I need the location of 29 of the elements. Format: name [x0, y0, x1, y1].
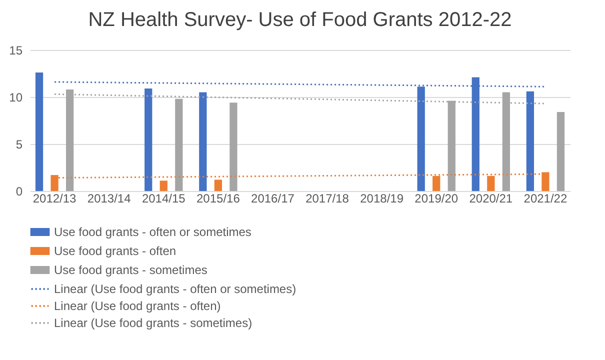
- legend-label: Use food grants - sometimes: [54, 263, 208, 277]
- bar: [160, 180, 168, 191]
- x-tick-label: 2015/16: [196, 192, 240, 206]
- y-tick-label: 5: [16, 138, 23, 152]
- chart-title: NZ Health Survey- Use of Food Grants 2012-22: [88, 9, 512, 31]
- x-tick-label: 2018/19: [360, 192, 404, 206]
- x-tick-label: 2013/14: [87, 192, 132, 206]
- legend-label: Linear (Use food grants - often): [54, 299, 221, 313]
- x-tick-label: 2014/15: [142, 192, 186, 206]
- y-tick-label: 10: [9, 90, 23, 104]
- x-tick-label: 2019/20: [414, 192, 458, 206]
- x-tick-label: 2017/18: [306, 192, 350, 206]
- legend-label: Use food grants - often: [54, 244, 176, 258]
- legend-label: Linear (Use food grants - sometimes): [54, 316, 252, 330]
- bar: [214, 180, 222, 191]
- x-tick-label: 2012/13: [32, 192, 77, 206]
- x-tick-label: 2021/22: [524, 192, 568, 206]
- bar: [199, 92, 207, 191]
- bar: [556, 112, 565, 191]
- x-tick-label: 2020/21: [469, 192, 513, 206]
- bar: [526, 91, 534, 191]
- y-tick-label: 15: [9, 44, 23, 58]
- bar: [144, 88, 152, 191]
- y-tick-label: 0: [16, 184, 23, 198]
- x-tick-label: 2016/17: [251, 192, 295, 206]
- bar: [35, 72, 44, 191]
- legend-label: Linear (Use food grants - often or sometimes): [54, 282, 296, 296]
- bar: [230, 102, 238, 191]
- legend-label: Use food grants - often or sometimes: [54, 225, 252, 239]
